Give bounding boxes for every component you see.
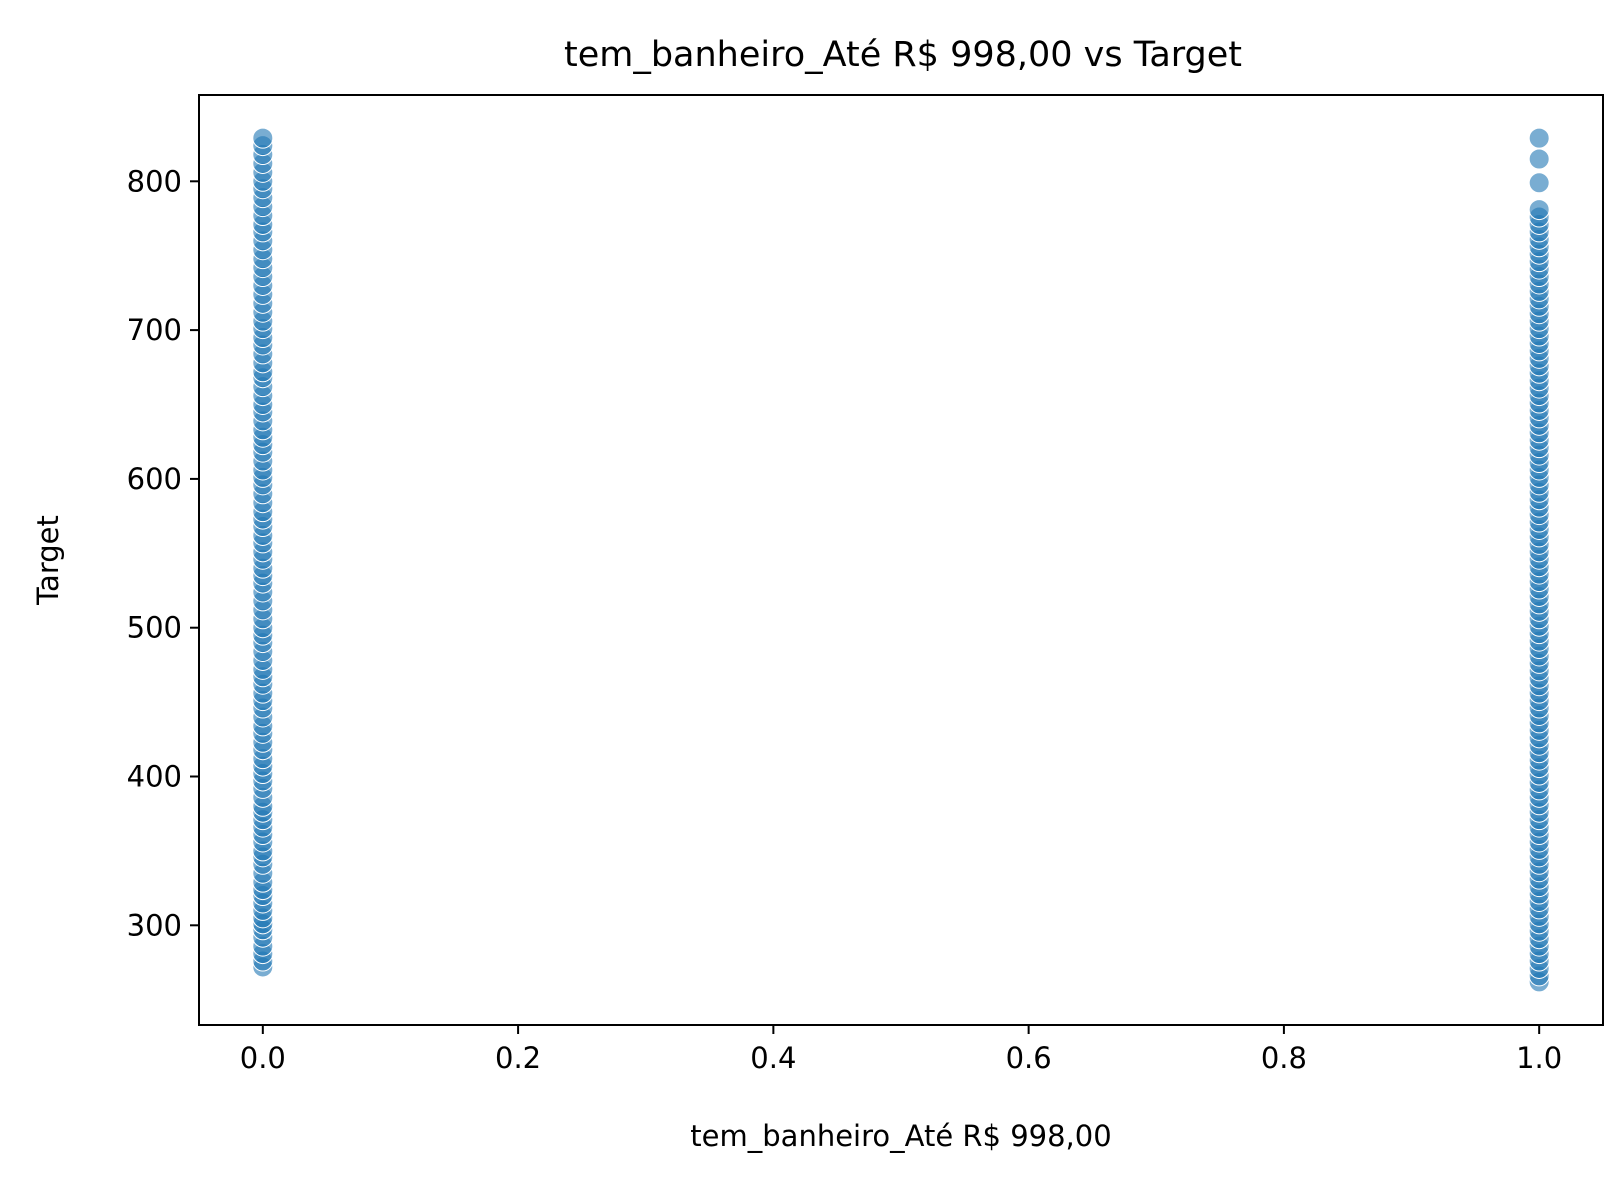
x-tick-label: 0.0 [240, 1041, 286, 1075]
chart-title: tem_banheiro_Até R$ 998,00 vs Target [564, 35, 1242, 75]
y-tick-label: 700 [127, 313, 182, 347]
y-tick-label: 300 [127, 908, 182, 942]
data-point [252, 127, 274, 149]
data-point [1528, 172, 1550, 194]
x-tick-label: 1.0 [1516, 1041, 1562, 1075]
x-axis-label: tem_banheiro_Até R$ 998,00 [690, 1119, 1111, 1153]
points-layer [252, 127, 1550, 993]
y-axis-ticks: 300 400 500 600 700 800 [127, 164, 199, 942]
data-point [1528, 127, 1550, 149]
plot-area-frame [198, 94, 1604, 1026]
x-tick-label: 0.8 [1261, 1041, 1307, 1075]
x-tick-label: 0.2 [495, 1041, 541, 1075]
y-axis-label: Target [31, 515, 65, 606]
y-tick-label: 500 [127, 611, 182, 645]
y-tick-label: 800 [127, 164, 182, 198]
x-tick-label: 0.4 [750, 1041, 796, 1075]
data-point [1528, 199, 1550, 221]
y-tick-label: 400 [127, 760, 182, 794]
x-axis-ticks: 0.0 0.2 0.4 0.6 0.8 1.0 [240, 1025, 1562, 1075]
x-tick-label: 0.6 [1006, 1041, 1052, 1075]
data-point [1528, 148, 1550, 170]
y-tick-label: 600 [127, 462, 182, 496]
